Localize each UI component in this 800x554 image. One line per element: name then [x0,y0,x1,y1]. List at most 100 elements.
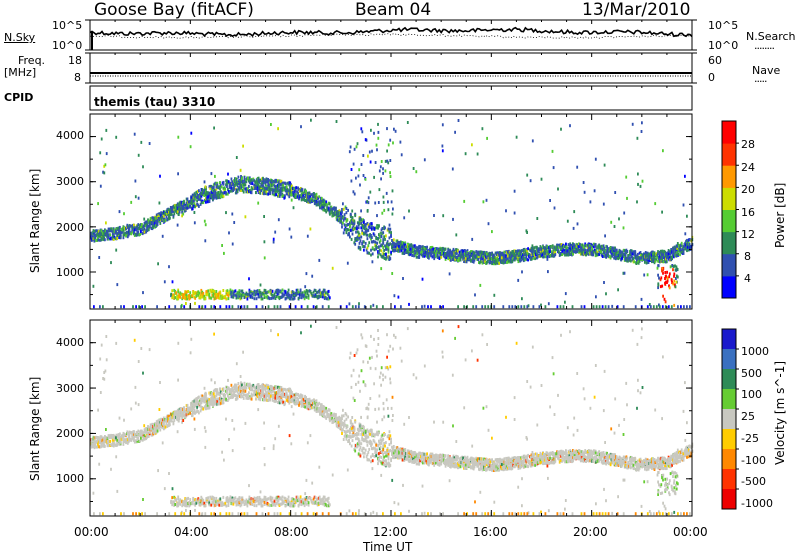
power-echo-cell [95,229,98,233]
power-echo-cell [370,222,373,226]
power-echo-cell [213,297,216,301]
power-echo-cell [616,305,619,309]
power-echo-cell [683,243,686,247]
power-echo-cell [445,255,448,259]
power-echo-cell [362,154,365,157]
power-echo-cell [215,296,218,300]
power-echo-cell [598,305,601,309]
power-echo-cell [369,160,372,164]
power-echo-cell [319,291,322,295]
power-echo-cell [536,217,539,220]
power-echo-cell [660,276,663,280]
power-echo-cell [257,184,260,187]
power-echo-cell [436,255,439,258]
power-echo-cell [210,290,213,294]
power-echo-cell [611,254,614,258]
power-echo-cell [201,290,204,294]
power-echo-cell [353,219,356,223]
power-echo-cell [651,260,653,264]
power-echo-cell [366,222,369,225]
power-echo-cell [255,297,258,301]
power-echo-cell [265,187,268,191]
power-echo-cell [450,250,453,254]
power-echo-cell [493,305,496,309]
power-echo-cell [258,295,261,299]
power-echo-cell [639,184,642,188]
power-echo-cell [351,305,354,309]
power-echo-cell [246,293,249,296]
power-echo-cell [404,243,407,247]
power-echo-cell [209,193,212,197]
power-echo-cell [296,292,299,295]
power-echo-cell [656,266,659,270]
power-echo-cell [286,291,289,295]
power-echo-cell [223,189,226,193]
power-echo-cell [382,231,385,235]
power-echo-cell [298,197,300,201]
power-echo-cell [321,305,324,309]
power-echo-cell [177,135,180,139]
velocity-echo-cell [122,435,125,439]
power-echo-cell [646,273,649,277]
power-echo-cell [245,190,248,194]
power-echo-cell [176,210,179,214]
power-echo-cell [318,195,321,199]
power-echo-cell [436,252,439,256]
power-echo-cell [513,189,516,193]
power-echo-cell [293,296,296,300]
power-echo-cell [631,252,634,256]
power-echo-cell [603,251,606,255]
power-echo-cell [106,233,109,237]
power-echo-cell [576,222,579,226]
power-echo-cell [345,305,348,309]
velocity-echo-cell [145,427,148,431]
power-echo-cell [323,297,326,300]
power-echo-cell [565,245,568,249]
power-echo-cell [474,293,476,297]
power-echo-cell [401,251,404,255]
power-echo-cell [209,288,212,292]
power-echo-cell [281,293,284,297]
power-echo-cell [172,293,175,297]
power-echo-cell [194,291,197,295]
xtick-1200: 12:00 [373,525,408,539]
power-echo-cell [645,254,648,258]
power-echo-cell [241,293,244,297]
power-echo-cell [664,271,667,274]
power-echo-cell [676,244,679,248]
power-echo-cell [214,174,216,178]
power-echo-cell [592,253,594,257]
power-echo-cell [480,254,483,258]
power-echo-cell [291,297,294,301]
power-echo-cell [290,235,293,239]
power-echo-cell [253,293,256,297]
power-echo-cell [202,293,205,297]
power-echo-cell [473,258,476,262]
power-echo-cell [414,246,417,249]
power-echo-cell [653,257,656,261]
power-echo-cell [228,184,231,188]
power-echo-cell [271,191,274,195]
power-echo-cell [287,295,290,299]
power-echo-cell [382,167,384,171]
xaxis-label: Time UT [363,540,413,554]
power-echo-cell [298,188,300,191]
power-echo-cell [310,292,313,296]
power-echo-cell [281,295,284,299]
power-echo-cell [627,254,630,257]
power-echo-cell [198,193,201,197]
power-echo-cell [382,252,385,256]
nave-label: Nave [752,64,781,77]
power-echo-cell [277,179,279,183]
power-echo-cell [100,238,103,242]
power-echo-cell [641,179,644,183]
power-echo-cell [275,290,278,294]
power-echo-cell [602,244,605,248]
power-echo-cell [389,138,392,142]
power-echo-cell [427,305,429,309]
power-echo-cell [389,171,391,175]
power-echo-cell [305,190,307,194]
power-echo-cell [391,212,394,216]
power-echo-cell [257,292,260,296]
power-echo-cell [529,249,532,252]
